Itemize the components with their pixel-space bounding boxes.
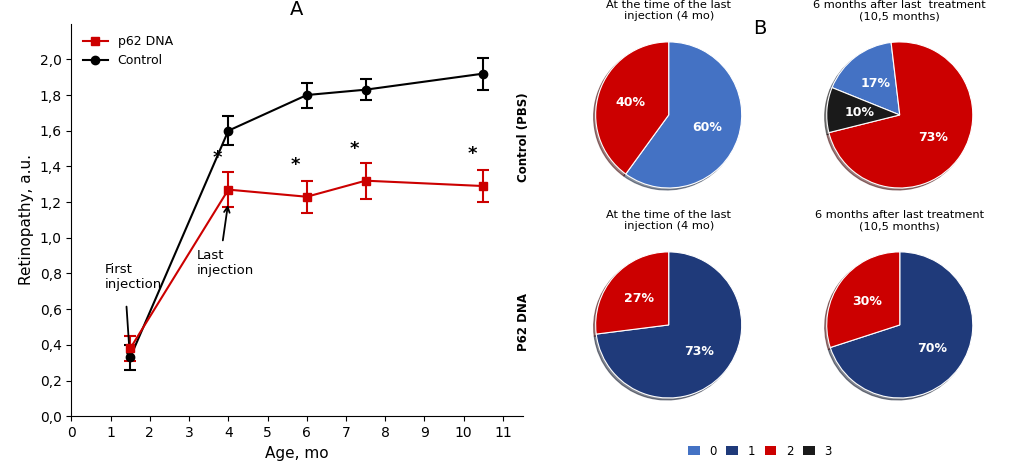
Wedge shape (625, 42, 741, 188)
Text: *: * (212, 149, 222, 167)
Text: 60%: 60% (691, 121, 721, 134)
Wedge shape (595, 42, 668, 174)
Title: At the time of the last
injection (4 mo): At the time of the last injection (4 mo) (605, 0, 731, 21)
Title: 6 months after last treatment
(10,5 months): 6 months after last treatment (10,5 mont… (814, 210, 983, 231)
Text: *: * (467, 145, 477, 163)
Wedge shape (596, 252, 741, 398)
Text: Control (PBS): Control (PBS) (517, 92, 529, 182)
Title: At the time of the last
injection (4 mo): At the time of the last injection (4 mo) (605, 210, 731, 231)
Wedge shape (832, 43, 899, 115)
Text: P62 DNA: P62 DNA (517, 293, 529, 350)
Title: A: A (290, 0, 304, 19)
Text: *: * (290, 156, 301, 174)
Text: *: * (350, 140, 359, 158)
Wedge shape (595, 252, 668, 334)
Wedge shape (826, 252, 899, 348)
Wedge shape (829, 252, 972, 398)
X-axis label: Age, mo: Age, mo (265, 446, 328, 461)
Title: 6 months after last  treatment
(10,5 months): 6 months after last treatment (10,5 mont… (812, 0, 985, 21)
Legend: 0, 1, 2, 3: 0, 1, 2, 3 (683, 440, 836, 463)
Text: Last
injection: Last injection (197, 249, 254, 277)
Legend: p62 DNA, Control: p62 DNA, Control (77, 30, 177, 72)
Text: 73%: 73% (683, 345, 713, 358)
Text: 27%: 27% (623, 292, 653, 305)
Text: 40%: 40% (614, 96, 645, 109)
Text: 70%: 70% (916, 342, 947, 355)
Text: 10%: 10% (844, 105, 874, 119)
Y-axis label: Retinopathy, a.u.: Retinopathy, a.u. (19, 155, 34, 285)
Text: First
injection: First injection (105, 263, 162, 291)
Text: 30%: 30% (852, 295, 881, 308)
Wedge shape (828, 42, 972, 188)
Text: 17%: 17% (859, 77, 890, 89)
Text: B: B (752, 19, 766, 38)
Wedge shape (826, 88, 899, 132)
Text: 73%: 73% (917, 131, 947, 144)
